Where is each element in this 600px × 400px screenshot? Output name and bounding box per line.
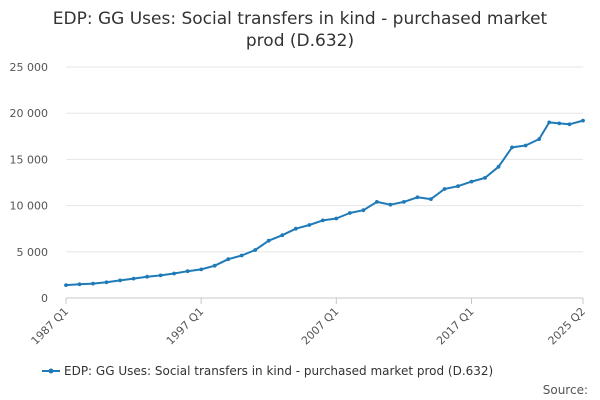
data-point bbox=[91, 281, 95, 286]
grid-lines bbox=[66, 66, 583, 299]
data-point bbox=[64, 283, 68, 287]
y-tick-label: 25 000 bbox=[10, 61, 49, 74]
data-point bbox=[172, 271, 177, 276]
data-point bbox=[266, 238, 271, 243]
y-tick-label: 15 000 bbox=[10, 153, 49, 166]
legend-point-marker bbox=[48, 368, 54, 374]
data-point bbox=[145, 274, 150, 279]
y-tick-label: 5 000 bbox=[17, 246, 49, 259]
data-point bbox=[388, 202, 393, 207]
data-point bbox=[212, 263, 217, 268]
x-tick-label: 1997 Q1 bbox=[164, 305, 207, 348]
data-point bbox=[375, 200, 379, 204]
x-tick-label: 2007 Q1 bbox=[299, 305, 342, 348]
data-point bbox=[280, 233, 285, 238]
source-label: Source: bbox=[543, 383, 588, 397]
data-point bbox=[469, 179, 474, 184]
y-axis: 0 5 000 10 000 15 000 20 000 25 000 bbox=[10, 61, 49, 305]
data-point bbox=[429, 197, 433, 202]
data-point bbox=[523, 143, 528, 148]
chart-title-line-2: prod (D.632) bbox=[245, 31, 355, 51]
data-point bbox=[77, 282, 82, 287]
data-point bbox=[118, 278, 122, 283]
data-point bbox=[226, 257, 231, 262]
data-point bbox=[557, 121, 562, 126]
data-point bbox=[537, 137, 541, 142]
chart-title: EDP: GG Uses: Social transfers in kind -… bbox=[0, 8, 600, 52]
legend-label[interactable]: EDP: GG Uses: Social transfers in kind -… bbox=[64, 364, 493, 378]
series-layer bbox=[64, 118, 585, 287]
data-point bbox=[199, 267, 204, 272]
data-point bbox=[510, 145, 514, 150]
data-point bbox=[581, 118, 585, 123]
data-point bbox=[307, 223, 312, 227]
data-point bbox=[496, 164, 501, 169]
x-axis: 1987 Q1 1997 Q1 2007 Q1 2017 Q1 2025 Q2 bbox=[29, 297, 589, 348]
data-point bbox=[253, 248, 258, 252]
data-point bbox=[239, 253, 244, 258]
data-point bbox=[334, 216, 339, 221]
data-point bbox=[456, 184, 460, 189]
series-line bbox=[65, 119, 584, 287]
data-point bbox=[361, 208, 366, 213]
x-tick-label: 2025 Q2 bbox=[546, 305, 589, 348]
data-point bbox=[320, 218, 325, 223]
data-point bbox=[131, 276, 136, 281]
chart-title-line-1: EDP: GG Uses: Social transfers in kind -… bbox=[52, 9, 548, 29]
data-point bbox=[347, 211, 352, 215]
data-point bbox=[547, 120, 552, 125]
data-point bbox=[158, 273, 163, 278]
y-tick-label: 10 000 bbox=[10, 200, 49, 213]
data-point bbox=[293, 226, 298, 231]
legend[interactable]: EDP: GG Uses: Social transfers in kind -… bbox=[42, 364, 493, 378]
y-tick-label: 20 000 bbox=[10, 107, 49, 120]
data-point bbox=[483, 176, 487, 180]
data-point bbox=[185, 269, 190, 274]
x-tick-label: 2017 Q1 bbox=[434, 305, 477, 348]
y-tick-label: 0 bbox=[41, 292, 48, 305]
data-point bbox=[567, 122, 572, 127]
x-tick-label: 1987 Q1 bbox=[29, 305, 72, 348]
data-point bbox=[104, 280, 109, 285]
data-point bbox=[442, 187, 447, 191]
data-point bbox=[402, 200, 406, 204]
data-point bbox=[415, 195, 420, 200]
